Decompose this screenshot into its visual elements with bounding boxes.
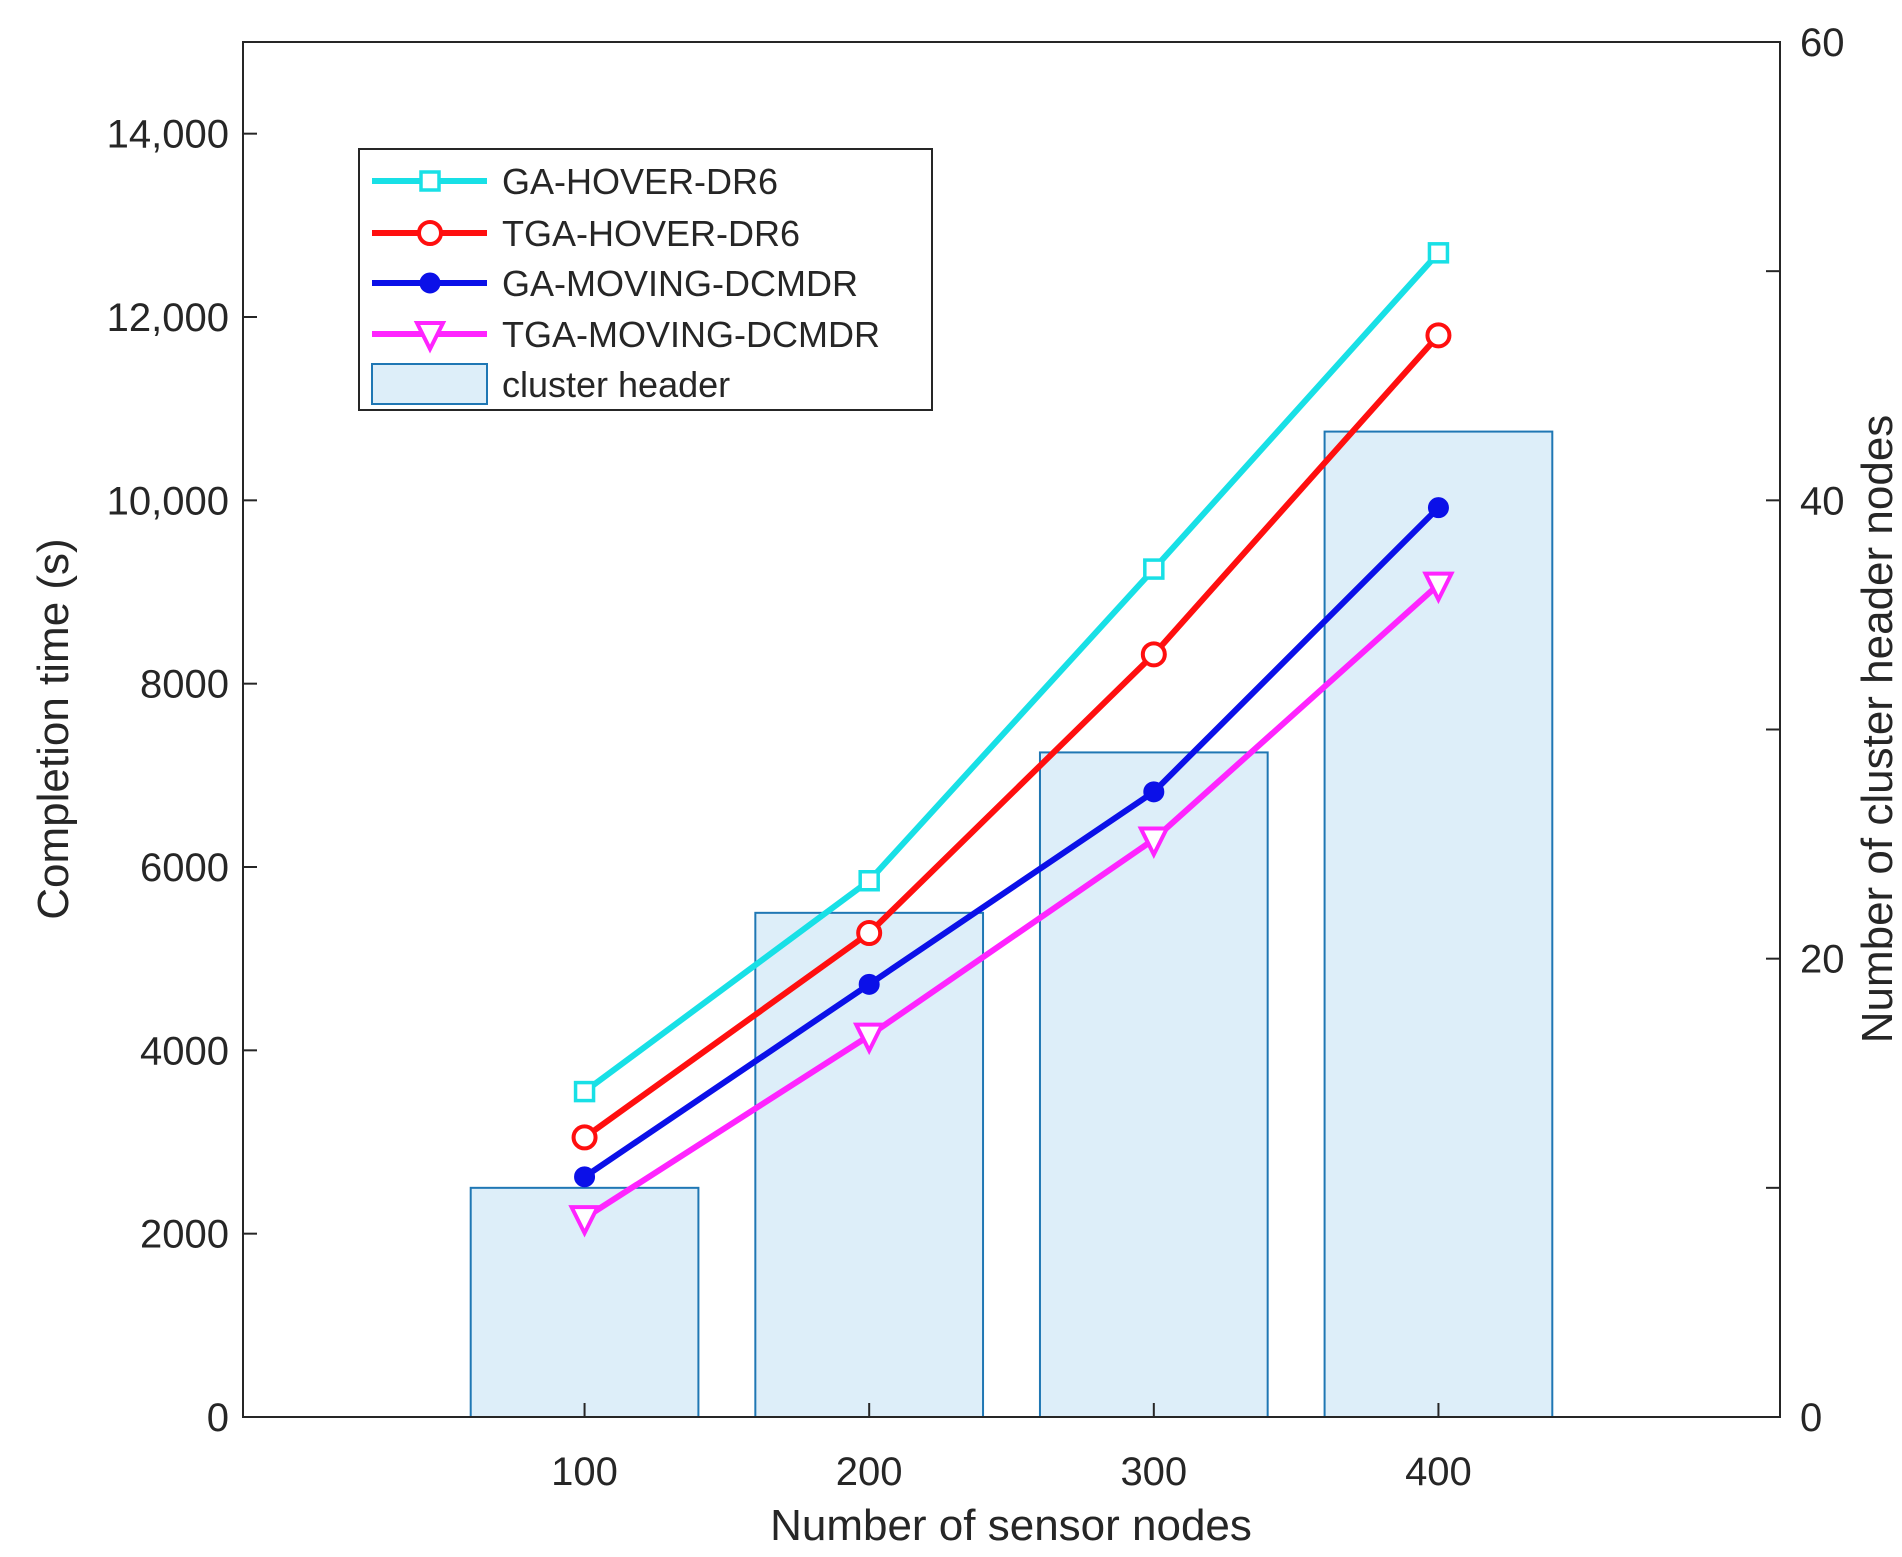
data-point-tga-hover-dr6-200	[856, 920, 883, 946]
cluster-header-bar-300	[1038, 751, 1269, 1418]
y2-tick-label: 40	[1800, 479, 1845, 523]
legend-label-ga-hover-dr6: GA-HOVER-DR6	[502, 161, 778, 202]
data-point-tga-moving-dcmdr-300	[1137, 826, 1171, 859]
y-tick-label: 14,000	[107, 113, 229, 157]
data-point-ga-hover-dr6-400	[1427, 242, 1450, 264]
y2-axis-label: Number of cluster header nodes	[1853, 415, 1902, 1044]
data-point-ga-moving-dcmdr-200	[858, 973, 880, 995]
series-line-tga-moving-dcmdr	[582, 582, 1441, 1221]
legend-marker-ga-moving-dcmdr	[419, 272, 441, 294]
data-point-ga-hover-dr6-300	[1143, 558, 1165, 580]
legend-marker-ga-hover-dr6	[419, 170, 441, 192]
legend-label-cluster-header: cluster header	[502, 364, 730, 405]
x-axis-label: Number of sensor nodes	[770, 1501, 1252, 1550]
x-tick-label: 400	[1405, 1450, 1472, 1494]
y-tick-label: 10,000	[107, 479, 229, 523]
series-line-ga-hover-dr6	[582, 250, 1441, 1094]
series-ga-moving-dcmdr	[574, 497, 1449, 1188]
data-point-ga-moving-dcmdr-100	[574, 1166, 596, 1188]
data-point-tga-moving-dcmdr-100	[568, 1205, 601, 1238]
axes-layer: 0 2000 4000 6000 8000 10,000 12,000 14,000 0 20 40…	[107, 21, 1845, 1494]
series-ga-hover-dr6	[573, 242, 1450, 1103]
legend-swatch-cluster-header	[371, 363, 488, 405]
series-tga-hover-dr6	[571, 322, 1452, 1151]
y2-tick-label: 0	[1800, 1396, 1822, 1440]
data-point-tga-hover-dr6-300	[1140, 641, 1167, 668]
y2-tick-label: 60	[1800, 21, 1845, 65]
data-point-tga-moving-dcmdr-400	[1422, 571, 1455, 605]
data-point-tga-hover-dr6-400	[1425, 322, 1452, 349]
legend-label-tga-moving-dcmdr: TGA-MOVING-DCMDR	[502, 314, 880, 355]
x-tick-label: 200	[836, 1450, 903, 1494]
legend-label-tga-hover-dr6: TGA-HOVER-DR6	[502, 213, 800, 254]
y-axis-label: Completion time (s)	[29, 538, 78, 919]
y-tick-label: 0	[207, 1396, 229, 1440]
legend-marker-tga-hover-dr6	[417, 220, 443, 246]
cluster-header-bar-200	[754, 911, 985, 1418]
data-point-tga-moving-dcmdr-200	[852, 1022, 886, 1056]
x-tick-label: 100	[551, 1450, 618, 1494]
data-point-ga-hover-dr6-200	[858, 870, 880, 892]
x-tick-label: 300	[1120, 1450, 1187, 1494]
y-tick-label: 12,000	[107, 296, 229, 340]
y-tick-label: 8000	[140, 663, 229, 707]
data-point-ga-moving-dcmdr-400	[1427, 497, 1449, 519]
lines-layer	[568, 242, 1455, 1238]
y2-tick-label: 20	[1800, 938, 1845, 982]
data-point-tga-hover-dr6-100	[571, 1124, 598, 1151]
y-tick-label: 2000	[140, 1213, 229, 1257]
data-point-ga-hover-dr6-100	[573, 1080, 596, 1103]
series-tga-moving-dcmdr	[568, 571, 1455, 1238]
y-tick-label: 4000	[140, 1029, 229, 1073]
data-point-ga-moving-dcmdr-300	[1143, 781, 1165, 803]
legend: GA-HOVER-DR6 TGA-HOVER-DR6 GA-MOVING-DCMDR…	[358, 148, 933, 411]
legend-marker-tga-moving-dcmdr	[413, 321, 447, 354]
series-line-ga-moving-dcmdr	[582, 505, 1441, 1180]
bars-layer	[469, 430, 1554, 1419]
legend-label-ga-moving-dcmdr: GA-MOVING-DCMDR	[502, 263, 858, 304]
series-line-tga-hover-dr6	[582, 333, 1441, 1140]
y-tick-label: 6000	[140, 846, 229, 890]
